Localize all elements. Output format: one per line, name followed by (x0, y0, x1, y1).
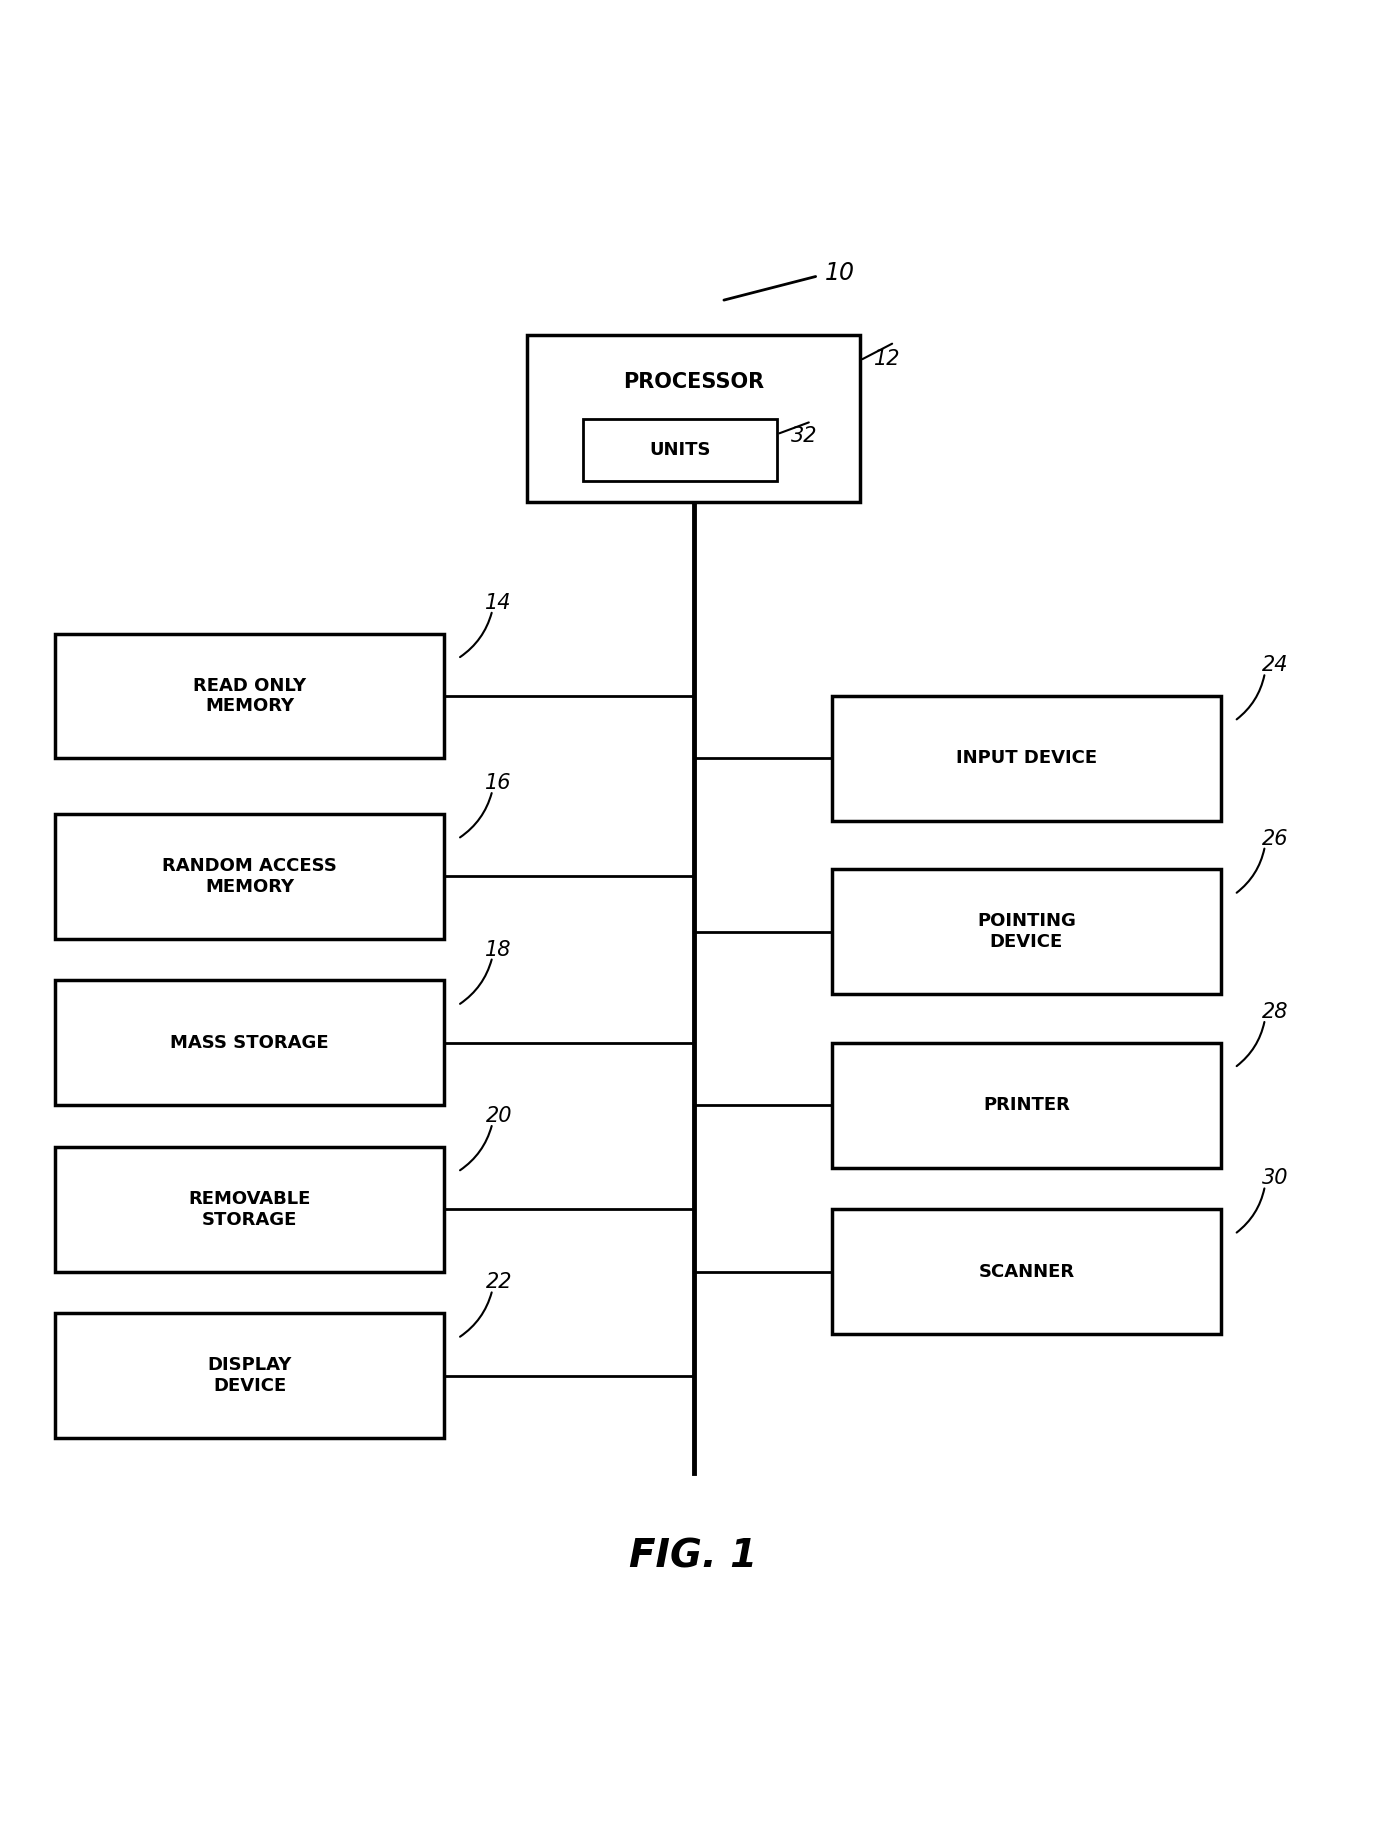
Text: SCANNER: SCANNER (978, 1263, 1075, 1282)
Text: 28: 28 (1262, 1002, 1289, 1023)
FancyBboxPatch shape (832, 696, 1221, 821)
FancyBboxPatch shape (832, 1210, 1221, 1335)
Text: REMOVABLE
STORAGE: REMOVABLE STORAGE (189, 1190, 311, 1228)
FancyBboxPatch shape (55, 980, 444, 1105)
Text: 32: 32 (791, 426, 817, 446)
Text: 10: 10 (825, 261, 856, 285)
Text: 12: 12 (874, 349, 900, 369)
Text: READ ONLY
MEMORY: READ ONLY MEMORY (193, 677, 307, 716)
Text: 26: 26 (1262, 828, 1289, 848)
Text: DISPLAY
DEVICE: DISPLAY DEVICE (208, 1357, 291, 1395)
Text: MASS STORAGE: MASS STORAGE (171, 1034, 329, 1052)
FancyBboxPatch shape (583, 419, 777, 481)
FancyBboxPatch shape (55, 813, 444, 938)
Text: UNITS: UNITS (649, 441, 710, 459)
FancyBboxPatch shape (832, 870, 1221, 995)
Text: 20: 20 (485, 1105, 512, 1125)
Text: 14: 14 (485, 593, 512, 613)
FancyBboxPatch shape (832, 1043, 1221, 1168)
Text: POINTING
DEVICE: POINTING DEVICE (976, 912, 1076, 951)
Text: RANDOM ACCESS
MEMORY: RANDOM ACCESS MEMORY (162, 857, 337, 896)
Text: 24: 24 (1262, 655, 1289, 676)
Text: PRINTER: PRINTER (983, 1096, 1069, 1114)
FancyBboxPatch shape (55, 1313, 444, 1438)
Text: FIG. 1: FIG. 1 (630, 1537, 757, 1575)
FancyBboxPatch shape (527, 336, 860, 501)
Text: 22: 22 (485, 1272, 512, 1293)
FancyBboxPatch shape (55, 633, 444, 758)
Text: INPUT DEVICE: INPUT DEVICE (956, 749, 1097, 767)
Text: 16: 16 (485, 773, 512, 793)
FancyBboxPatch shape (55, 1148, 444, 1272)
Text: PROCESSOR: PROCESSOR (623, 373, 764, 393)
Text: 30: 30 (1262, 1168, 1289, 1188)
Text: 18: 18 (485, 940, 512, 960)
